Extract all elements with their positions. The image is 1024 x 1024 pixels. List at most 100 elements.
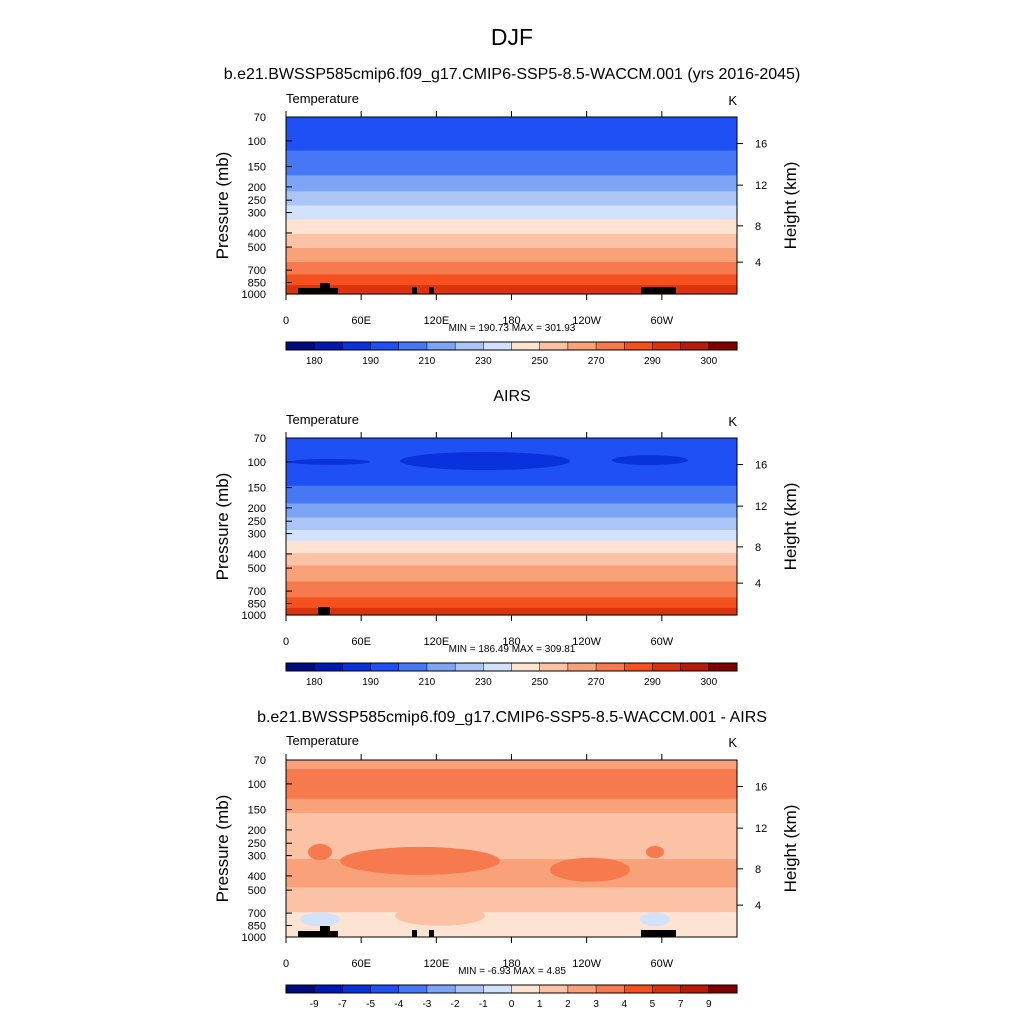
colorbar-label: 210 bbox=[419, 356, 436, 367]
panel-3: b.e21.BWSSP585cmip6.f09_g17.CMIP6-SSP5-8… bbox=[213, 709, 800, 1010]
y2-tick-label: 8 bbox=[755, 221, 761, 233]
cold-contour bbox=[400, 452, 570, 471]
y2-tick-label: 4 bbox=[755, 900, 761, 912]
contour-band bbox=[286, 813, 737, 860]
y-tick-label: 100 bbox=[248, 457, 266, 469]
colorbar-box bbox=[511, 984, 541, 994]
anomaly-contour bbox=[640, 912, 670, 927]
units-label: K bbox=[728, 414, 737, 429]
y-tick-label: 200 bbox=[248, 503, 266, 515]
colorbar-label: -7 bbox=[338, 999, 347, 1010]
colorbar-frame bbox=[285, 662, 738, 672]
contour-band bbox=[286, 219, 737, 235]
contour-band bbox=[286, 233, 737, 249]
colorbar-box bbox=[426, 984, 456, 994]
colorbar-box bbox=[342, 341, 372, 351]
colorbar-box bbox=[342, 984, 372, 994]
y2-axis-label: Height (km) bbox=[781, 162, 800, 250]
y-tick-label: 400 bbox=[248, 228, 266, 240]
contour-band bbox=[286, 191, 737, 207]
colorbar-box bbox=[680, 341, 710, 351]
x-tick-label: 0 bbox=[283, 958, 289, 970]
colorbar-box bbox=[567, 662, 597, 672]
colorbar-box bbox=[708, 341, 738, 351]
terrain-mask bbox=[412, 930, 417, 937]
colorbar-box bbox=[483, 341, 513, 351]
x-tick-label: 60W bbox=[651, 958, 674, 970]
y-tick-label: 250 bbox=[248, 838, 266, 850]
colorbar-box bbox=[426, 341, 456, 351]
x-tick-label: 180 bbox=[502, 636, 520, 648]
colorbar-label: -9 bbox=[310, 999, 319, 1010]
x-tick-label: 120E bbox=[423, 958, 449, 970]
colorbar-box bbox=[708, 662, 738, 672]
colorbar-box bbox=[624, 662, 653, 672]
y-tick-label: 70 bbox=[254, 112, 266, 124]
colorbar-box bbox=[398, 662, 428, 672]
y-tick-label: 70 bbox=[254, 755, 266, 767]
anomaly-contour bbox=[308, 844, 332, 861]
contour-band bbox=[286, 285, 737, 295]
terrain-mask bbox=[641, 930, 676, 937]
terrain-mask bbox=[429, 930, 434, 937]
colorbar-box bbox=[511, 662, 541, 672]
colorbar-frame bbox=[285, 984, 738, 994]
colorbar-box bbox=[313, 341, 343, 351]
terrain-mask bbox=[298, 288, 338, 294]
contour-band bbox=[286, 597, 737, 609]
colorbar-label: 2 bbox=[565, 999, 571, 1010]
colorbar-label: 190 bbox=[362, 356, 379, 367]
contour-band bbox=[286, 581, 737, 598]
colorbar-box bbox=[285, 341, 315, 351]
contour-band bbox=[286, 530, 737, 542]
y-tick-label: 700 bbox=[248, 265, 266, 277]
colorbar-box bbox=[426, 662, 456, 672]
min-max-stats: MIN = -6.93 MAX = 4.85 bbox=[458, 966, 566, 977]
y2-tick-label: 4 bbox=[755, 257, 761, 269]
colorbar-box bbox=[652, 341, 682, 351]
colorbar-box bbox=[454, 341, 484, 351]
panel-title: b.e21.BWSSP585cmip6.f09_g17.CMIP6-SSP5-8… bbox=[224, 66, 801, 83]
x-tick-label: 120W bbox=[572, 958, 601, 970]
colorbar-box bbox=[454, 662, 484, 672]
colorbar-label: 210 bbox=[419, 677, 436, 688]
field-label: Temperature bbox=[286, 412, 359, 427]
y-tick-label: 400 bbox=[248, 549, 266, 561]
anomaly-contour bbox=[300, 912, 340, 927]
x-tick-label: 120W bbox=[572, 315, 601, 327]
colorbar-label: 4 bbox=[622, 999, 628, 1010]
x-tick-label: 0 bbox=[283, 315, 289, 327]
terrain-mask bbox=[641, 287, 676, 294]
colorbar-box bbox=[285, 662, 315, 672]
contour-band bbox=[286, 553, 737, 566]
y-tick-label: 150 bbox=[248, 805, 266, 817]
colorbar-box bbox=[595, 341, 625, 351]
y-tick-label: 500 bbox=[248, 563, 266, 575]
x-tick-label: 120E bbox=[423, 315, 449, 327]
colorbar-label: 5 bbox=[650, 999, 656, 1010]
y2-tick-label: 8 bbox=[755, 542, 761, 554]
y2-axis-label: Height (km) bbox=[781, 805, 800, 893]
contour-band bbox=[286, 262, 737, 276]
colorbar-label: 3 bbox=[593, 999, 599, 1010]
panel-1: b.e21.BWSSP585cmip6.f09_g17.CMIP6-SSP5-8… bbox=[213, 66, 800, 367]
x-tick-label: 60E bbox=[351, 315, 371, 327]
contour-band bbox=[286, 150, 737, 176]
colorbar-label: 230 bbox=[475, 356, 492, 367]
y-tick-label: 500 bbox=[248, 242, 266, 254]
y-tick-label: 200 bbox=[248, 182, 266, 194]
y2-tick-label: 16 bbox=[755, 139, 767, 151]
colorbar-label: 250 bbox=[531, 356, 548, 367]
units-label: K bbox=[728, 735, 737, 750]
y-tick-label: 150 bbox=[248, 483, 266, 495]
colorbar-label: 270 bbox=[588, 677, 605, 688]
colorbar-box bbox=[370, 662, 400, 672]
colorbar-label: 230 bbox=[475, 677, 492, 688]
colorbar-box bbox=[511, 341, 541, 351]
colorbar-box bbox=[370, 984, 400, 994]
colorbar-label: 180 bbox=[306, 356, 323, 367]
units-label: K bbox=[728, 93, 737, 108]
anomaly-contour bbox=[646, 846, 664, 859]
colorbar-box bbox=[539, 984, 569, 994]
x-tick-label: 60W bbox=[651, 315, 674, 327]
